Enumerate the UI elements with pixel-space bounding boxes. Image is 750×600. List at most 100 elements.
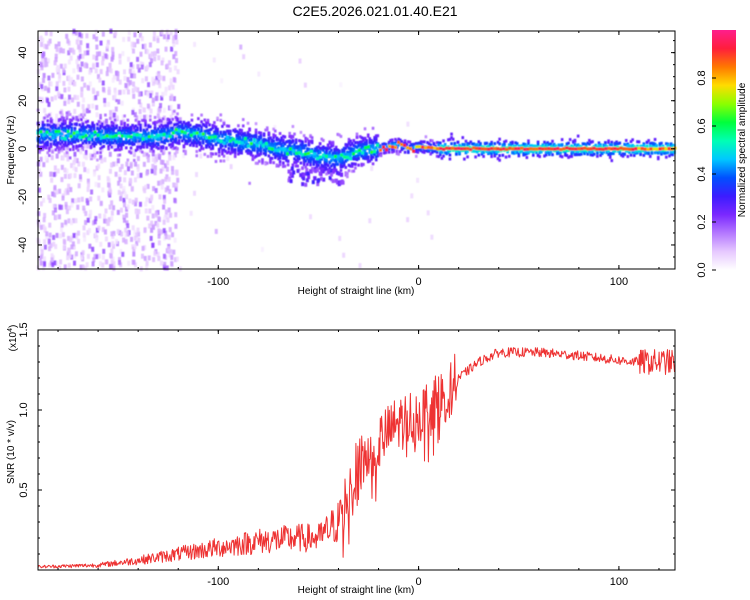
- spectrogram-noise-cell: [90, 189, 94, 195]
- spectrogram-band-cell: [147, 154, 150, 158]
- spectrogram-noise-cell: [154, 96, 158, 102]
- spectrogram-band-cell: [115, 136, 118, 140]
- spectrogram-ridge-cell: [252, 138, 256, 142]
- spectrogram-band-cell: [576, 134, 580, 138]
- spectrogram-band-cell: [317, 145, 320, 149]
- spectrogram-band-cell: [474, 149, 477, 153]
- spectrogram-band-cell: [613, 149, 617, 153]
- spectrogram-band-cell: [482, 151, 485, 155]
- spectrogram-band-cell: [650, 141, 654, 145]
- spectrogram-ridge-cell: [595, 147, 599, 151]
- spectrogram-ridge-cell: [159, 133, 163, 137]
- spectrogram-noise-cell: [141, 78, 145, 84]
- spectrogram-band-cell: [142, 139, 146, 143]
- spectrogram-noise-cell: [150, 168, 154, 174]
- spectrogram-band-cell: [44, 141, 48, 145]
- spectrogram-noise-cell: [169, 82, 173, 88]
- spectrogram-band-cell: [123, 131, 126, 135]
- spectrogram-band-cell: [447, 138, 450, 142]
- spectrogram-band-cell: [107, 145, 110, 149]
- spectrogram-band-cell: [301, 166, 304, 170]
- spectrogram-band-cell: [52, 125, 56, 129]
- spectrogram-band-cell: [217, 134, 221, 138]
- spectrogram-noise-cell: [226, 155, 230, 161]
- spectrogram-ridge-cell: [201, 132, 205, 136]
- spectrogram-ridge-cell: [484, 147, 488, 151]
- spectrogram-band-cell: [206, 118, 210, 122]
- spectrogram-noise-cell: [172, 155, 176, 161]
- spectrogram-noise-cell: [150, 90, 154, 96]
- spectrogram-band-cell: [301, 140, 304, 144]
- spectrogram-noise-cell: [164, 187, 168, 193]
- spectrogram-band-cell: [249, 134, 253, 138]
- spectrogram-band-cell: [67, 140, 70, 144]
- spectrogram-noise-cell: [98, 120, 102, 126]
- spectrogram-band-cell: [559, 154, 562, 158]
- spectrogram-band-cell: [515, 149, 519, 153]
- spectrogram-band-cell: [496, 149, 500, 153]
- spectrogram-noise-cell: [150, 227, 154, 233]
- spectrogram-band-cell: [289, 136, 293, 140]
- spectrogram-band-cell: [110, 127, 114, 131]
- spectrogram-ridge-cell: [457, 146, 461, 151]
- spectrogram-noise-cell: [78, 67, 82, 73]
- spectrogram-band-cell: [224, 137, 227, 141]
- spectrogram-band-cell: [439, 141, 442, 145]
- spectrogram-ridge-cell: [93, 130, 97, 134]
- spectrogram-ridge-cell: [81, 135, 85, 139]
- spectrogram-ridge-cell: [655, 147, 659, 151]
- spectrogram-band-cell: [56, 143, 59, 147]
- spectrogram-band-cell: [592, 152, 596, 156]
- spectrogram-band-cell: [259, 149, 263, 153]
- spectrogram-band-cell: [599, 150, 602, 154]
- spectrogram-noise-cell: [76, 74, 80, 80]
- spectrogram-noise-cell: [95, 237, 99, 243]
- colorbar: 0.00.20.40.60.8 Normalized spectral ampl…: [696, 30, 748, 278]
- spectrogram-band-cell: [73, 135, 77, 139]
- spectrogram-band-cell: [472, 142, 476, 146]
- spectrogram-band-cell: [144, 139, 147, 143]
- spectrogram-noise-cell: [124, 83, 128, 89]
- spectrogram-band-cell: [339, 172, 343, 177]
- spectrogram-ridge-cell: [186, 129, 190, 133]
- snr-scale-close: ): [8, 325, 19, 328]
- spectrogram-band-cell: [347, 146, 351, 150]
- spectrogram-noise-cell: [157, 73, 161, 79]
- spectrogram-noise-cell: [57, 41, 61, 47]
- spectrogram-noise-cell: [153, 158, 157, 164]
- spectrogram-noise-cell: [77, 230, 81, 236]
- spectrogram-band-cell: [455, 145, 458, 149]
- spectrogram-band-cell: [326, 163, 330, 167]
- spectrogram-band-cell: [286, 139, 290, 143]
- spectrogram-band-cell: [118, 153, 122, 157]
- spectrogram-band-cell: [118, 137, 122, 141]
- spectrogram-band-cell: [650, 145, 654, 149]
- spectrogram-noise-cell: [47, 238, 51, 244]
- spectrogram-noise-cell: [125, 206, 129, 212]
- spectrogram-band-cell: [203, 131, 207, 135]
- spectrogram-band-cell: [57, 132, 61, 136]
- spectrogram-noise-cell: [169, 123, 173, 129]
- spectrogram-band-cell: [176, 118, 179, 122]
- spectrogram-noise-cell: [48, 222, 52, 228]
- spectrogram-noise-cell: [176, 69, 180, 75]
- spectrogram-band-cell: [312, 161, 316, 165]
- spectrogram-band-cell: [437, 155, 441, 159]
- spectrogram-band-cell: [262, 148, 266, 152]
- spectrogram-ridge-cell: [601, 147, 605, 151]
- spectrogram-band-cell: [312, 159, 316, 163]
- spectrogram-band-cell: [371, 126, 375, 130]
- spectrogram-band-cell: [70, 128, 74, 132]
- spectrogram-band-cell: [318, 146, 322, 150]
- spectrogram-band-cell: [645, 140, 649, 144]
- spectrogram-band-cell: [285, 155, 288, 159]
- spectrogram-band-cell: [634, 150, 638, 154]
- spectrogram-band-cell: [108, 116, 112, 120]
- spectrogram-band-cell: [197, 127, 200, 131]
- spectrogram-noise-cell: [164, 46, 168, 52]
- snr-frame: [37, 329, 676, 571]
- spectrogram-band-cell: [491, 150, 495, 154]
- spectrogram-band-cell: [620, 153, 623, 157]
- spectrogram-band-cell: [604, 143, 607, 147]
